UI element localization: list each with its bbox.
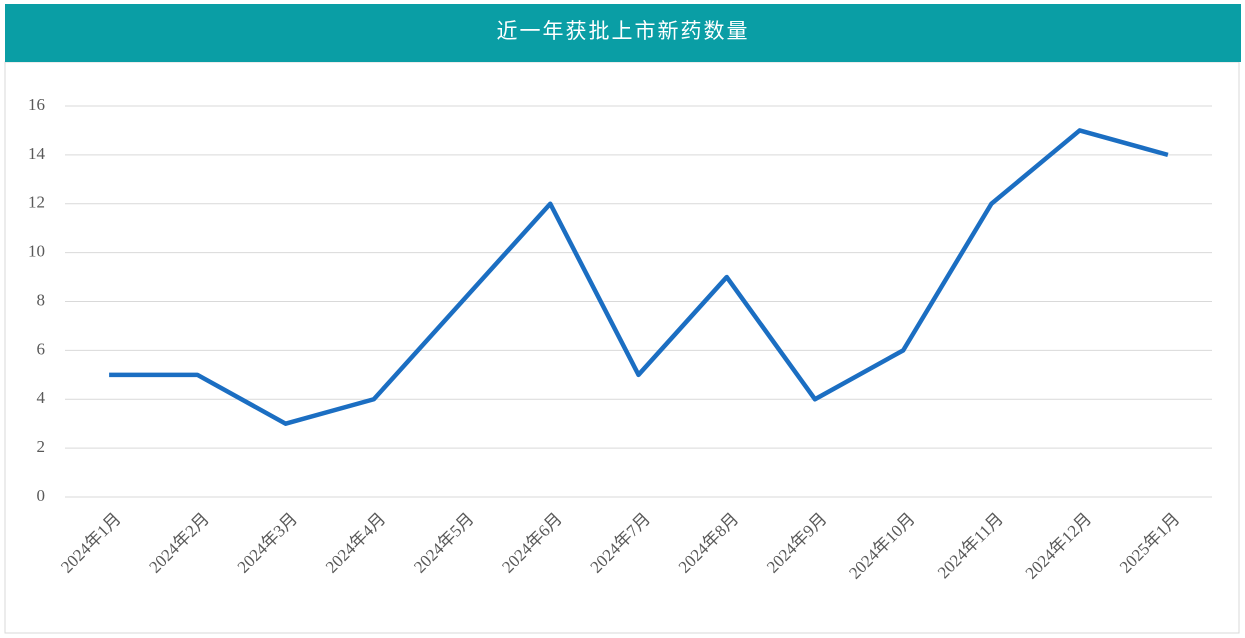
chart-title: 近一年获批上市新药数量	[497, 19, 750, 43]
y-tick-label: 6	[37, 339, 46, 358]
y-tick-label: 8	[37, 290, 46, 309]
y-tick-label: 10	[28, 242, 45, 261]
y-tick-label: 16	[28, 95, 45, 114]
y-tick-label: 2	[37, 437, 46, 456]
y-tick-label: 14	[28, 144, 46, 163]
y-tick-label: 12	[28, 193, 45, 212]
data-line	[109, 128, 1169, 426]
y-tick-label: 0	[37, 486, 46, 505]
header-bar	[5, 4, 1241, 62]
y-tick-label: 4	[37, 388, 46, 407]
